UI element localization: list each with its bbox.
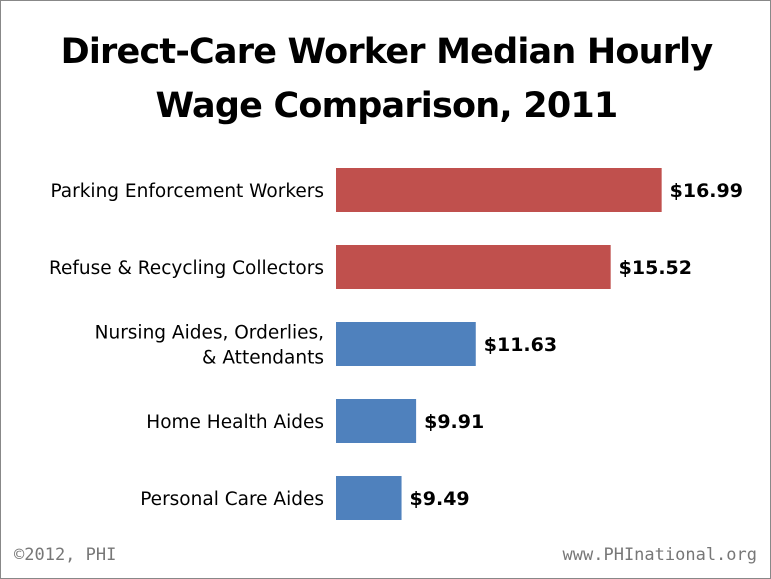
category-label-1: Refuse & Recycling Collectors [49,258,324,279]
category-label-4: Personal Care Aides [140,489,324,510]
footer-copyright: ©2012, PHI [14,545,117,565]
value-label-3: $9.91 [424,411,484,433]
category-label-3: Home Health Aides [146,412,324,433]
category-label-0: Parking Enforcement Workers [50,181,324,202]
bar-1 [336,245,611,289]
value-label-2: $11.63 [484,334,557,356]
category-label-2: Nursing Aides, Orderlies, & Attendants [95,323,324,369]
category-label-0-line-0: Parking Enforcement Workers [50,181,324,202]
category-label-2-line-0: Nursing Aides, Orderlies, [95,323,324,344]
bar-3 [336,399,417,443]
value-label-0: $16.99 [670,180,743,202]
chart-title-line-2: Wage Comparison, 2011 [155,86,619,126]
category-label-1-line-0: Refuse & Recycling Collectors [49,258,324,279]
category-label-4-line-0: Personal Care Aides [140,489,324,510]
value-label-1: $15.52 [619,257,692,279]
chart-title-line-1: Direct-Care Worker Median Hourly [60,32,714,72]
category-label-2-line-1: & Attendants [202,348,324,369]
bar-0 [336,168,662,212]
category-label-3-line-0: Home Health Aides [146,412,324,433]
bar-2 [336,322,476,366]
footer-url: www.PHInational.org [562,545,757,565]
value-label-4: $9.49 [410,488,470,510]
chart-title: Direct-Care Worker Median Hourly Wage Co… [21,25,752,133]
bar-4 [336,476,402,520]
